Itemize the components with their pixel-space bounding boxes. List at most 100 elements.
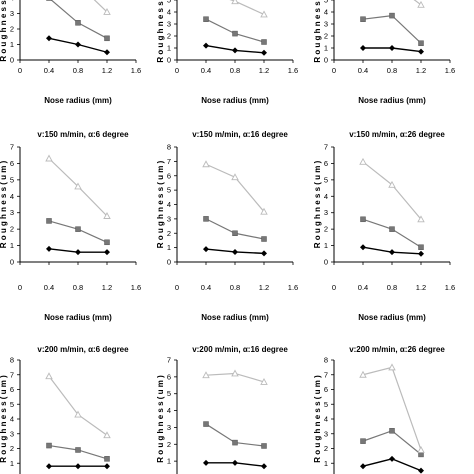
- data-point: [231, 369, 239, 377]
- data-point: [103, 212, 111, 219]
- y-tick-label: 4: [167, 406, 171, 415]
- data-point: [389, 249, 395, 256]
- data-point: [46, 245, 52, 252]
- series-line: [413, 0, 422, 6]
- data-point: [74, 410, 82, 418]
- data-point: [203, 42, 209, 49]
- y-tick-label: 4: [324, 415, 328, 424]
- y-tick-label: 0: [324, 56, 328, 65]
- data-point: [360, 45, 366, 51]
- x-tick-label: 0.8: [73, 66, 83, 75]
- x-tick-label: 0.4: [358, 66, 368, 75]
- chart-title: v:200 m/min, α:16 degree: [192, 345, 288, 354]
- data-point: [104, 456, 110, 462]
- data-point: [46, 442, 52, 449]
- series-line: [48, 375, 108, 436]
- y-tick-label: 2: [167, 32, 171, 41]
- y-tick-label: 3: [167, 423, 171, 432]
- x-tick-label: 1.2: [102, 283, 112, 292]
- chart-panel: 0 1 2 3 4 5 6 7 0 0.4 0.8 1.2 1.6 Nose radius (mm) v:1…: [0, 130, 141, 322]
- plot-area: [360, 0, 425, 55]
- y-tick-label: 3: [10, 429, 14, 438]
- plot-area: [45, 154, 111, 256]
- data-point: [75, 249, 81, 256]
- data-point: [203, 421, 209, 427]
- data-point: [389, 226, 395, 232]
- series-line: [93, 0, 108, 13]
- y-tick-label: 1: [324, 459, 328, 468]
- y-tick-label: 7: [324, 143, 328, 152]
- data-point: [104, 463, 110, 470]
- data-point: [75, 463, 81, 470]
- x-tick-label: 1.2: [416, 66, 426, 75]
- plot-area: [359, 157, 425, 257]
- y-tick-label: 7: [10, 143, 14, 152]
- y-tick-label: 7: [167, 356, 171, 365]
- y-tick-label: 3: [324, 20, 328, 29]
- data-point: [232, 459, 238, 466]
- data-point: [360, 463, 366, 470]
- data-point: [46, 463, 52, 470]
- data-point: [261, 463, 267, 470]
- chart-panel: 0 1 2 3 4 5 0 0.4 0.8 1.2 1.6 Nose radius (mm) R o u…: [156, 0, 298, 105]
- x-tick-label: 0.8: [73, 283, 83, 292]
- data-point: [203, 216, 209, 222]
- data-point: [232, 230, 238, 236]
- data-point: [360, 216, 366, 223]
- y-tick-label: 3: [167, 214, 171, 223]
- data-point: [360, 244, 366, 251]
- data-point: [359, 370, 367, 378]
- data-point: [104, 49, 110, 56]
- data-point: [46, 35, 52, 42]
- y-tick-label: 5: [167, 389, 171, 398]
- data-point: [389, 428, 395, 434]
- y-axis-label: R o u g h n e s s ( u m ): [156, 160, 165, 248]
- chart-title: v:150 m/min, α:26 degree: [349, 130, 445, 139]
- x-tick-label: 1.6: [288, 66, 298, 75]
- x-tick-label: 0.4: [44, 66, 54, 75]
- y-tick-label: 2: [167, 229, 171, 238]
- x-tick-label: 0.8: [230, 66, 240, 75]
- y-tick-label: 6: [10, 385, 14, 394]
- series-line: [362, 218, 422, 248]
- data-point: [232, 439, 238, 446]
- x-tick-label: 0.4: [44, 283, 54, 292]
- y-tick-label: 4: [10, 415, 14, 424]
- data-point: [260, 207, 268, 215]
- y-tick-label: 8: [10, 356, 14, 365]
- x-tick-label: 0: [18, 283, 22, 292]
- data-point: [202, 160, 210, 168]
- y-tick-label: 1: [10, 241, 14, 250]
- data-point: [360, 438, 366, 444]
- y-tick-label: 1: [10, 40, 14, 49]
- x-tick-label: 0.8: [387, 66, 397, 75]
- y-tick-label: 0: [324, 258, 328, 267]
- data-point: [203, 16, 209, 22]
- y-tick-label: 4: [167, 8, 171, 17]
- chart-panel: 0 1 2 3 4 0 0.4 0.8 1.2 1.6 Nose radius (mm) R o u …: [0, 0, 141, 105]
- x-tick-label: 0: [175, 66, 179, 75]
- y-tick-label: 8: [167, 143, 171, 152]
- x-tick-label: 1.2: [102, 66, 112, 75]
- x-axis-label: Nose radius (mm): [358, 313, 426, 322]
- y-tick-label: 6: [167, 372, 171, 381]
- y-axis-label: R o u g h n e s s: [0, 0, 8, 62]
- data-point: [104, 249, 110, 256]
- data-point: [418, 467, 424, 474]
- data-point: [388, 363, 396, 371]
- data-point: [75, 20, 81, 26]
- data-point: [46, 0, 52, 1]
- x-tick-label: 0: [18, 66, 22, 75]
- data-point: [261, 236, 267, 242]
- data-point: [418, 48, 424, 55]
- y-tick-label: 2: [10, 444, 14, 453]
- data-point: [45, 372, 53, 380]
- data-point: [46, 218, 52, 224]
- x-tick-label: 1.6: [288, 283, 298, 292]
- data-point: [389, 12, 395, 19]
- plot-area: [46, 0, 111, 56]
- data-point: [74, 182, 82, 190]
- data-point: [75, 447, 81, 453]
- data-point: [260, 10, 268, 18]
